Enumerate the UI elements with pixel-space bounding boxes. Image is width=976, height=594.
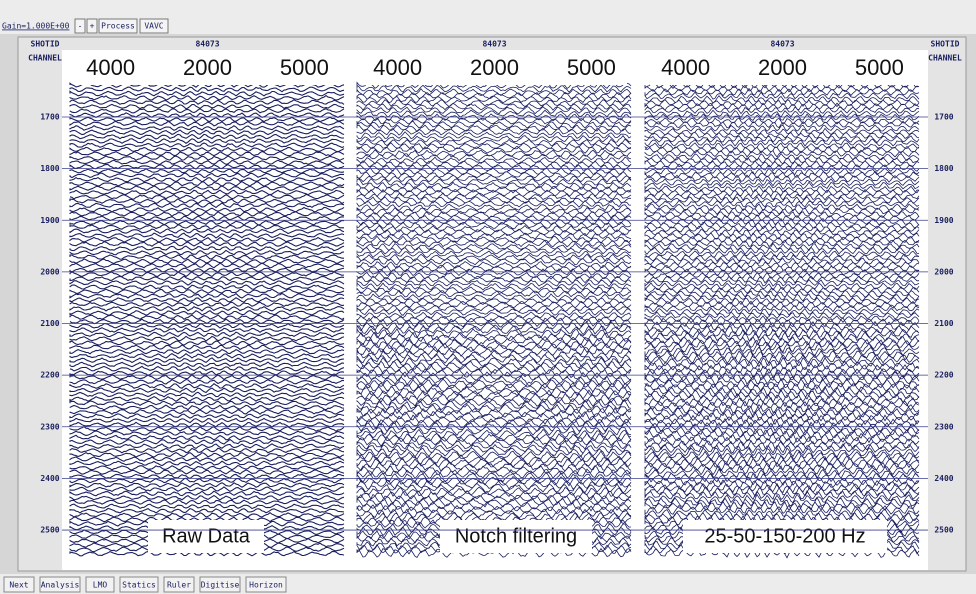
- title-box: [440, 520, 592, 553]
- offset-label: 2000: [758, 55, 807, 80]
- nav-button-label[interactable]: Digitise: [201, 581, 240, 590]
- nav-button-label[interactable]: Horizon: [249, 581, 283, 590]
- y-tick-label: 2000: [40, 267, 59, 276]
- offset-label: 5000: [280, 55, 329, 80]
- y-tick-label: 1800: [40, 164, 59, 173]
- nav-button-label[interactable]: Ruler: [167, 581, 191, 590]
- y-tick-label: 2500: [40, 526, 59, 535]
- process-button-label[interactable]: Process: [101, 22, 135, 31]
- nav-button[interactable]: [163, 576, 195, 593]
- y-tick-label: 2100: [934, 319, 953, 328]
- title-box: [148, 520, 264, 553]
- y-tick-label: 1700: [934, 113, 953, 122]
- shotid-label: SHOTID: [931, 40, 960, 49]
- title-box: [683, 520, 887, 553]
- offset-label: 5000: [855, 55, 904, 80]
- y-tick-label: 2200: [934, 371, 953, 380]
- gain-label: Gain=1.000E+00: [2, 22, 70, 31]
- offset-label: 4000: [373, 55, 422, 80]
- label-box: [75, 51, 340, 85]
- vavc-button[interactable]: [139, 18, 169, 34]
- plus-button[interactable]: [86, 18, 98, 34]
- y-tick-label: 2200: [40, 371, 59, 380]
- channel-label: CHANNEL: [28, 54, 62, 63]
- shot-number: 84073: [770, 40, 794, 49]
- nav-button[interactable]: [119, 576, 159, 593]
- offset-label: 2000: [183, 55, 232, 80]
- nav-button[interactable]: [85, 576, 115, 593]
- nav-button[interactable]: [199, 576, 241, 593]
- y-tick-label: 1900: [40, 216, 59, 225]
- y-tick-label: 2400: [40, 474, 59, 483]
- shotid-label: SHOTID: [31, 40, 60, 49]
- y-tick-label: 2300: [934, 422, 953, 431]
- overlay: 84073 4000 2000 5000 Raw Data 84073 4000 2000 50…: [40, 40, 954, 553]
- label-box: [650, 51, 915, 85]
- y-tick-label: 2300: [40, 422, 59, 431]
- nav-button-label[interactable]: LMO: [93, 581, 108, 590]
- label-box: [362, 51, 627, 85]
- minus-button-label[interactable]: -: [78, 22, 83, 31]
- process-button[interactable]: [98, 18, 138, 34]
- plus-button-label[interactable]: +: [90, 22, 95, 31]
- y-tick-label: 1800: [934, 164, 953, 173]
- y-tick-label: 1700: [40, 113, 59, 122]
- offset-label: 5000: [567, 55, 616, 80]
- nav-button-label[interactable]: Statics: [122, 581, 156, 590]
- offset-label: 2000: [470, 55, 519, 80]
- y-tick-label: 2000: [934, 267, 953, 276]
- panel-title: Notch filtering: [455, 525, 577, 547]
- nav-button[interactable]: [3, 576, 35, 593]
- y-tick-label: 2500: [934, 526, 953, 535]
- panel-title: 25-50-150-200 Hz: [704, 525, 865, 547]
- minus-button[interactable]: [74, 18, 86, 34]
- offset-label: 4000: [86, 55, 135, 80]
- bottom-bar: [0, 574, 976, 594]
- nav-button[interactable]: [245, 576, 287, 593]
- vavc-button-label[interactable]: VAVC: [144, 22, 163, 31]
- nav-button[interactable]: [39, 576, 81, 593]
- panel-title: Raw Data: [162, 525, 251, 547]
- y-tick-label: 1900: [934, 216, 953, 225]
- nav-button-label[interactable]: Analysis: [41, 581, 80, 590]
- nav-button-label[interactable]: Next: [9, 581, 28, 590]
- y-tick-label: 2400: [934, 474, 953, 483]
- wiggle-traces: [69, 82, 345, 557]
- offset-label: 4000: [661, 55, 710, 80]
- y-tick-label: 2100: [40, 319, 59, 328]
- shot-number: 84073: [482, 40, 506, 49]
- shot-number: 84073: [195, 40, 219, 49]
- channel-label: CHANNEL: [928, 54, 962, 63]
